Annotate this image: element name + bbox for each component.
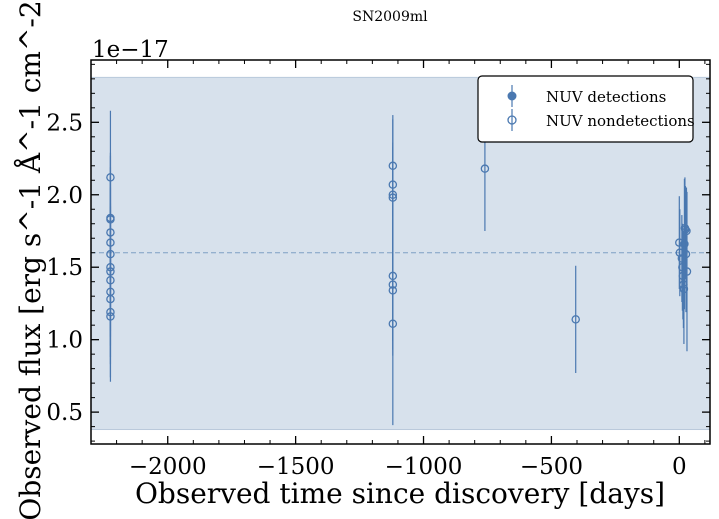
y-scale-multiplier: 1e−17 bbox=[92, 37, 169, 63]
x-tick-label: 0 bbox=[672, 454, 687, 480]
legend: NUV detections NUV nondetections bbox=[477, 75, 695, 143]
legend-detections-marker bbox=[507, 91, 517, 101]
point-marker bbox=[388, 193, 398, 202]
x-axis-ticks: −2000 −1500 −1000 −500 0 bbox=[90, 60, 706, 480]
x-tick-label: −500 bbox=[520, 454, 583, 480]
legend-label-nondetections: NUV nondetections bbox=[546, 112, 695, 130]
point-marker bbox=[480, 164, 490, 173]
x-tick-label: −2000 bbox=[129, 454, 207, 480]
point-marker bbox=[682, 267, 692, 276]
y-tick-label: 1.0 bbox=[46, 328, 83, 354]
y-tick-label: 0.5 bbox=[46, 400, 83, 426]
x-axis-label: Observed time since discovery [days] bbox=[135, 477, 665, 510]
x-tick-label: −1000 bbox=[385, 454, 463, 480]
point-marker bbox=[388, 319, 398, 328]
data-points bbox=[106, 106, 692, 426]
y-axis-label: Observed flux [erg s^-1 Å^-1 cm^-2] bbox=[14, 0, 47, 519]
chart-title: SN2009ml bbox=[352, 9, 428, 25]
y-tick-label: 2.5 bbox=[46, 110, 83, 136]
data-point bbox=[106, 251, 115, 382]
data-point bbox=[682, 191, 692, 352]
data-point bbox=[388, 222, 398, 426]
point-marker bbox=[571, 315, 580, 324]
point-marker bbox=[106, 312, 115, 321]
legend-box bbox=[477, 75, 694, 143]
legend-label-detections: NUV detections bbox=[546, 88, 666, 106]
legend-nondetections-marker bbox=[507, 115, 517, 125]
y-tick-label: 2.0 bbox=[46, 183, 83, 209]
y-tick-label: 1.5 bbox=[46, 255, 83, 281]
data-point bbox=[571, 265, 580, 373]
y-axis-ticks: 0.5 1.0 1.5 2.0 2.5 bbox=[46, 63, 710, 442]
x-tick-label: −1500 bbox=[257, 454, 335, 480]
plot-frame bbox=[90, 59, 711, 445]
